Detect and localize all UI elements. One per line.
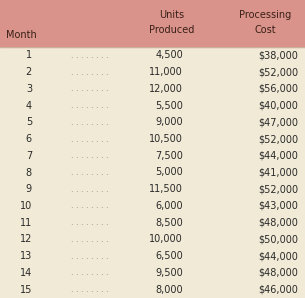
Text: 8,500: 8,500 xyxy=(155,218,183,228)
Text: 7,500: 7,500 xyxy=(155,151,183,161)
Text: 5,500: 5,500 xyxy=(155,100,183,111)
Text: 15: 15 xyxy=(20,285,32,295)
Text: 4,500: 4,500 xyxy=(155,50,183,60)
Text: 13: 13 xyxy=(20,251,32,261)
Text: 12: 12 xyxy=(20,235,32,244)
Text: 11,000: 11,000 xyxy=(149,67,183,77)
Text: 4: 4 xyxy=(26,100,32,111)
Text: 5,000: 5,000 xyxy=(155,167,183,178)
Text: 10: 10 xyxy=(20,201,32,211)
Text: $52,000: $52,000 xyxy=(258,67,298,77)
Text: 9,000: 9,000 xyxy=(155,117,183,127)
Text: 11: 11 xyxy=(20,218,32,228)
Text: 9: 9 xyxy=(26,184,32,194)
Text: $44,000: $44,000 xyxy=(258,251,298,261)
Text: 1: 1 xyxy=(26,50,32,60)
Text: . . . . . . . .: . . . . . . . . xyxy=(71,68,109,77)
Text: . . . . . . . .: . . . . . . . . xyxy=(71,101,109,110)
Text: . . . . . . . .: . . . . . . . . xyxy=(71,268,109,277)
Text: 3: 3 xyxy=(26,84,32,94)
Text: Cost: Cost xyxy=(254,25,276,35)
Text: . . . . . . . .: . . . . . . . . xyxy=(71,235,109,244)
Text: 2: 2 xyxy=(26,67,32,77)
Text: $41,000: $41,000 xyxy=(258,167,298,178)
Text: 10,000: 10,000 xyxy=(149,235,183,244)
Text: . . . . . . . .: . . . . . . . . xyxy=(71,168,109,177)
Text: Processing: Processing xyxy=(239,10,291,20)
Text: $46,000: $46,000 xyxy=(258,285,298,295)
Text: . . . . . . . .: . . . . . . . . xyxy=(71,51,109,60)
Text: . . . . . . . .: . . . . . . . . xyxy=(71,134,109,144)
Text: . . . . . . . .: . . . . . . . . xyxy=(71,84,109,93)
Text: . . . . . . . .: . . . . . . . . xyxy=(71,185,109,194)
Text: $48,000: $48,000 xyxy=(258,268,298,278)
Bar xyxy=(0,0,305,47)
Text: Produced: Produced xyxy=(149,25,195,35)
Text: $44,000: $44,000 xyxy=(258,151,298,161)
Text: $48,000: $48,000 xyxy=(258,218,298,228)
Text: . . . . . . . .: . . . . . . . . xyxy=(71,151,109,160)
Text: 10,500: 10,500 xyxy=(149,134,183,144)
Text: 11,500: 11,500 xyxy=(149,184,183,194)
Text: $50,000: $50,000 xyxy=(258,235,298,244)
Text: $52,000: $52,000 xyxy=(258,134,298,144)
Text: 8,000: 8,000 xyxy=(155,285,183,295)
Text: . . . . . . . .: . . . . . . . . xyxy=(71,218,109,227)
Text: 6,000: 6,000 xyxy=(155,201,183,211)
Text: 14: 14 xyxy=(20,268,32,278)
Text: 6: 6 xyxy=(26,134,32,144)
Text: 6,500: 6,500 xyxy=(155,251,183,261)
Text: $38,000: $38,000 xyxy=(258,50,298,60)
Text: $47,000: $47,000 xyxy=(258,117,298,127)
Text: Month: Month xyxy=(6,30,37,40)
Text: $40,000: $40,000 xyxy=(258,100,298,111)
Text: $56,000: $56,000 xyxy=(258,84,298,94)
Text: 12,000: 12,000 xyxy=(149,84,183,94)
Text: $43,000: $43,000 xyxy=(258,201,298,211)
Text: . . . . . . . .: . . . . . . . . xyxy=(71,118,109,127)
Text: . . . . . . . .: . . . . . . . . xyxy=(71,285,109,294)
Text: $52,000: $52,000 xyxy=(258,184,298,194)
Text: 8: 8 xyxy=(26,167,32,178)
Text: 7: 7 xyxy=(26,151,32,161)
Text: 5: 5 xyxy=(26,117,32,127)
Text: Units: Units xyxy=(160,10,185,20)
Text: . . . . . . . .: . . . . . . . . xyxy=(71,252,109,261)
Text: 9,500: 9,500 xyxy=(155,268,183,278)
Text: . . . . . . . .: . . . . . . . . xyxy=(71,201,109,210)
